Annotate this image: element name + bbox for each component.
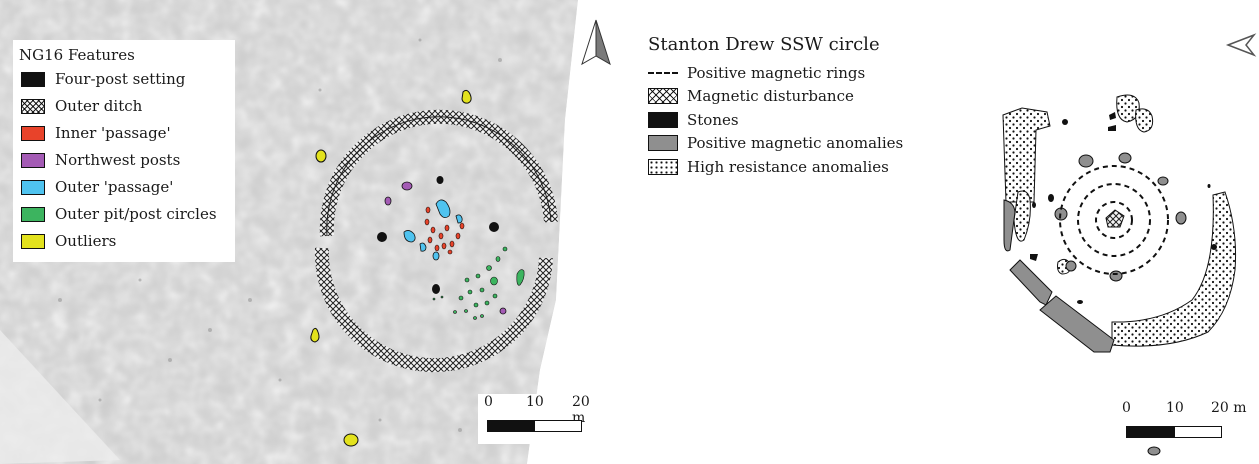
stones <box>1030 112 1217 304</box>
scale-segment-dark <box>1126 426 1175 438</box>
scale-tick-label: 0 <box>1122 400 1131 416</box>
outer-ditch <box>314 109 558 373</box>
legend-item-stones: Stones <box>648 108 938 132</box>
legend-item-magnetic-disturbance: Magnetic disturbance <box>648 85 938 109</box>
legend-item-outliers: Outliers <box>21 231 116 251</box>
legend-left: NG16 Features Four-post setting Outer di… <box>13 40 235 262</box>
high-resistance-anomalies <box>1002 94 1237 347</box>
outliers <box>310 89 472 447</box>
magnetic-disturbance <box>1105 209 1125 228</box>
legend-swatch <box>648 71 678 74</box>
legend-item-high-resistance-anomalies: High resistance anomalies <box>648 155 938 179</box>
outer-passage <box>403 199 463 261</box>
scale-tick-label: 20 m <box>1211 400 1247 416</box>
north-arrow-icon <box>581 19 611 66</box>
legend-item-outer-pit-post-circles: Outer pit/post circles <box>21 204 217 224</box>
legend-item-positive-magnetic-anomalies: Positive magnetic anomalies <box>648 132 938 156</box>
scale-segment-dark <box>487 420 535 432</box>
legend-item-outer-passage: Outer 'passage' <box>21 177 173 197</box>
legend-right: Stanton Drew SSW circle Positive magneti… <box>648 34 938 179</box>
scale-segment-light <box>534 420 582 432</box>
legend-swatch <box>648 135 678 152</box>
legend-swatch <box>648 158 678 175</box>
outer-pit-post-circles <box>432 246 525 320</box>
legend-item-outer-ditch: Outer ditch <box>21 96 142 116</box>
northwest-posts <box>384 181 507 315</box>
scale-tick-label: 10 <box>526 394 544 410</box>
legend-swatch <box>21 179 45 195</box>
scale-segment-light <box>1174 426 1222 438</box>
legend-swatch <box>21 152 45 168</box>
north-arrow-icon <box>1225 33 1257 57</box>
scale-tick-label: 10 <box>1166 400 1184 416</box>
scale-tick-label: 0 <box>484 394 493 410</box>
legend-swatch <box>21 125 45 141</box>
inner-passage <box>424 206 465 255</box>
positive-magnetic-rings <box>1059 165 1169 275</box>
legend-swatch <box>21 98 45 114</box>
positive-magnetic-anomalies <box>1003 152 1187 456</box>
legend-swatch <box>21 233 45 249</box>
legend-item-northwest-posts: Northwest posts <box>21 150 180 170</box>
legend-item-four-post-setting: Four-post setting <box>21 69 185 89</box>
legend-swatch <box>21 206 45 222</box>
legend-swatch <box>648 88 678 105</box>
scale-bar-left: 0 10 20 m <box>478 394 590 444</box>
four-post-setting <box>377 176 499 294</box>
legend-title: Stanton Drew SSW circle <box>648 34 880 55</box>
scale-bar-right: 0 10 20 m <box>1118 400 1248 445</box>
legend-swatch <box>648 111 678 128</box>
legend-title: NG16 Features <box>19 46 135 64</box>
legend-item-positive-magnetic-rings: Positive magnetic rings <box>648 61 938 85</box>
legend-item-inner-passage: Inner 'passage' <box>21 123 171 143</box>
legend-swatch <box>21 71 45 87</box>
